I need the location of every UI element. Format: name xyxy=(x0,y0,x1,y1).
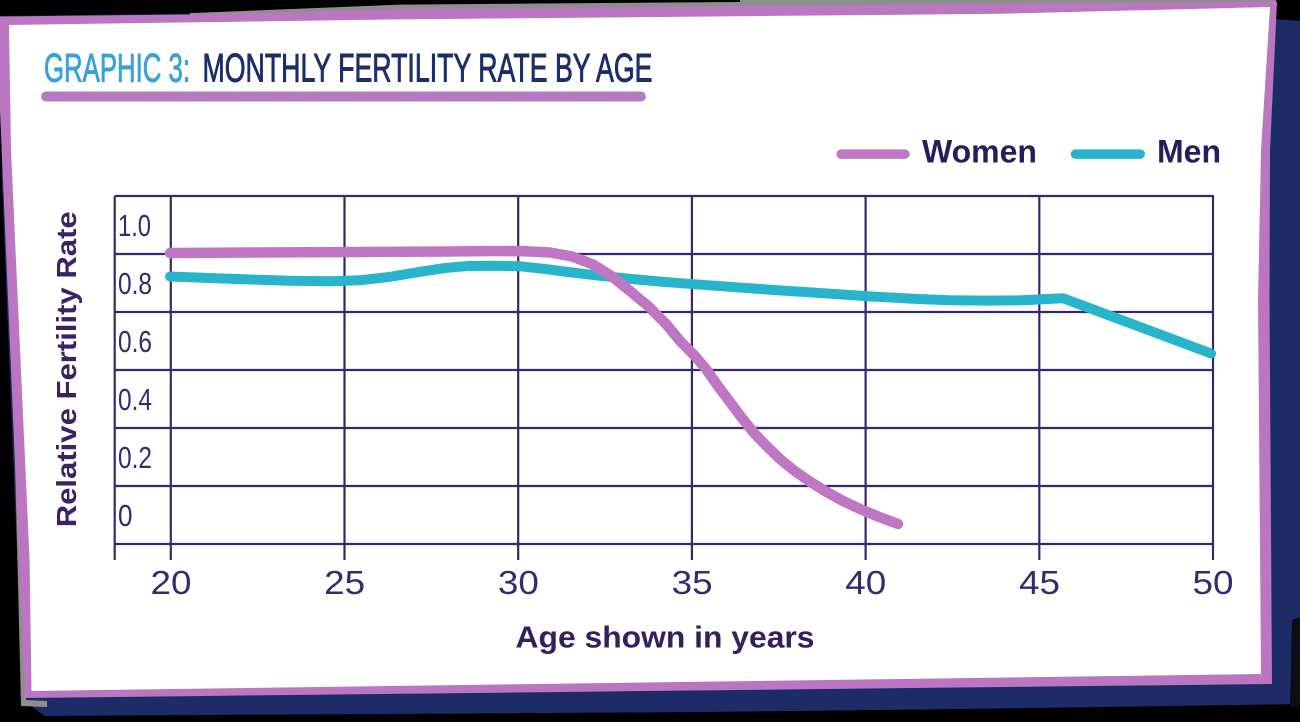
svg-text:Age shown in years: Age shown in years xyxy=(516,620,815,655)
svg-text:0.4: 0.4 xyxy=(118,382,152,417)
svg-text:30: 30 xyxy=(498,564,539,601)
svg-text:50: 50 xyxy=(1193,564,1234,601)
svg-text:0.6: 0.6 xyxy=(118,324,152,359)
svg-text:1.0: 1.0 xyxy=(118,208,151,243)
svg-text:0.8: 0.8 xyxy=(118,266,152,301)
svg-text:Men: Men xyxy=(1157,134,1221,170)
svg-text:GRAPHIC 3:: GRAPHIC 3: xyxy=(44,47,190,91)
svg-text:MONTHLY FERTILITY RATE BY AGE: MONTHLY FERTILITY RATE BY AGE xyxy=(203,47,653,91)
svg-text:20: 20 xyxy=(151,564,192,601)
svg-text:35: 35 xyxy=(672,564,713,601)
svg-text:25: 25 xyxy=(324,564,365,601)
svg-text:Relative Fertility Rate: Relative Fertility Rate xyxy=(51,211,82,527)
svg-text:0: 0 xyxy=(118,498,133,533)
svg-text:0.2: 0.2 xyxy=(118,440,152,475)
svg-text:40: 40 xyxy=(845,564,886,601)
svg-text:45: 45 xyxy=(1019,564,1060,601)
svg-text:Women: Women xyxy=(922,134,1037,170)
